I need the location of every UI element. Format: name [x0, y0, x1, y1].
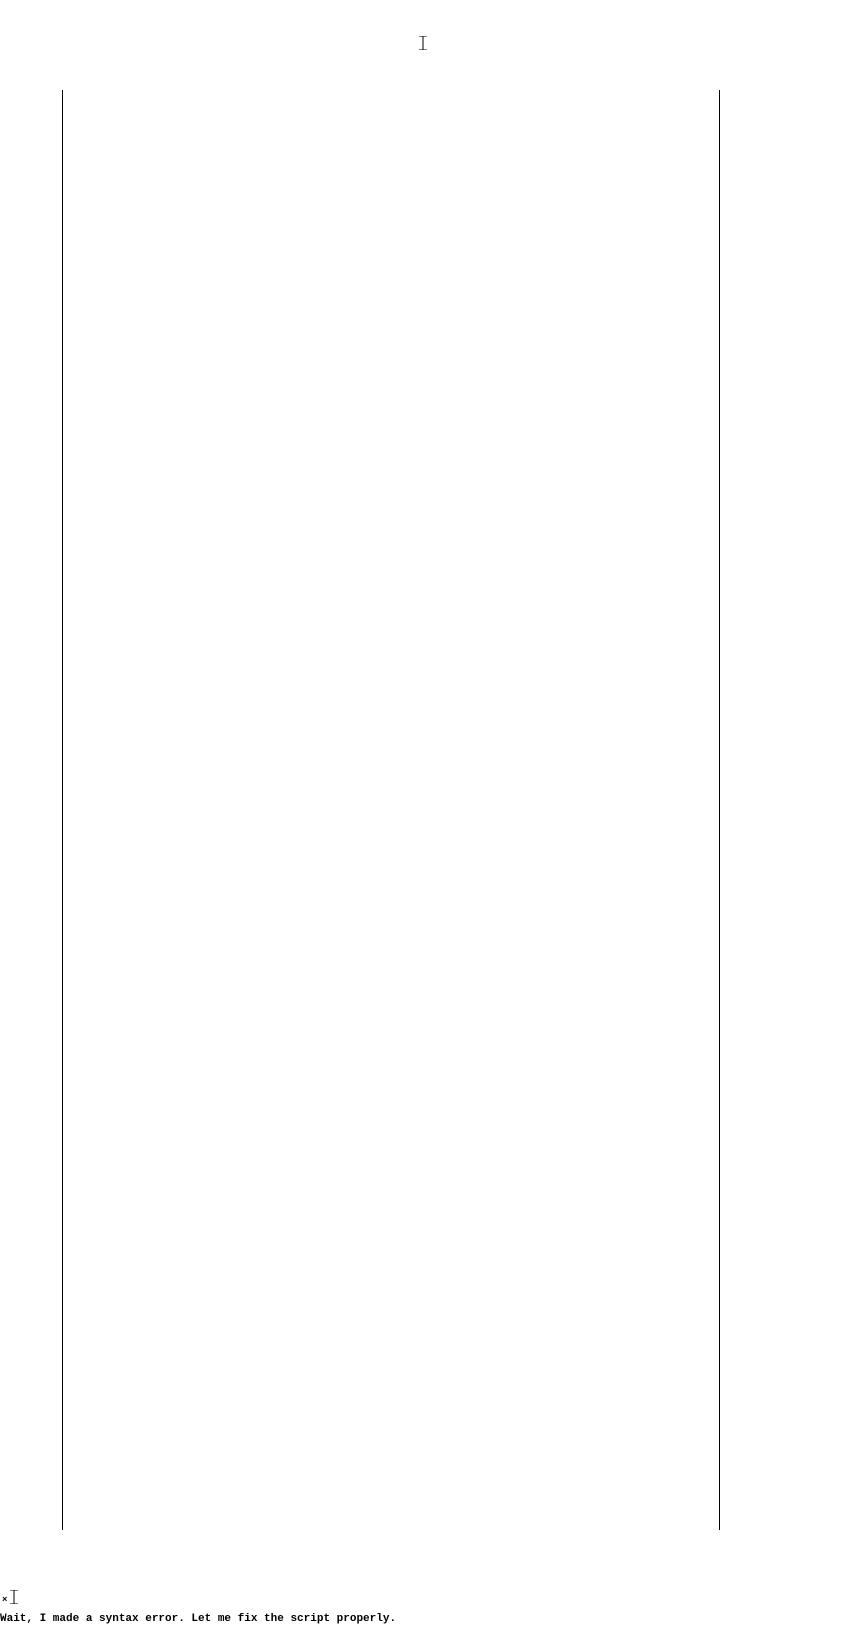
footer-scale-bar-icon: ×	[2, 1590, 20, 1604]
scale-bar-icon	[419, 36, 427, 50]
scale-indicator	[0, 36, 850, 50]
header	[0, 30, 850, 50]
seismogram-plot	[62, 90, 720, 1530]
x-axis	[62, 1534, 718, 1564]
footer-scale: ×	[2, 1590, 20, 1604]
svg-text:×: ×	[2, 1595, 7, 1604]
seismogram-container: ×	[0, 0, 850, 1613]
